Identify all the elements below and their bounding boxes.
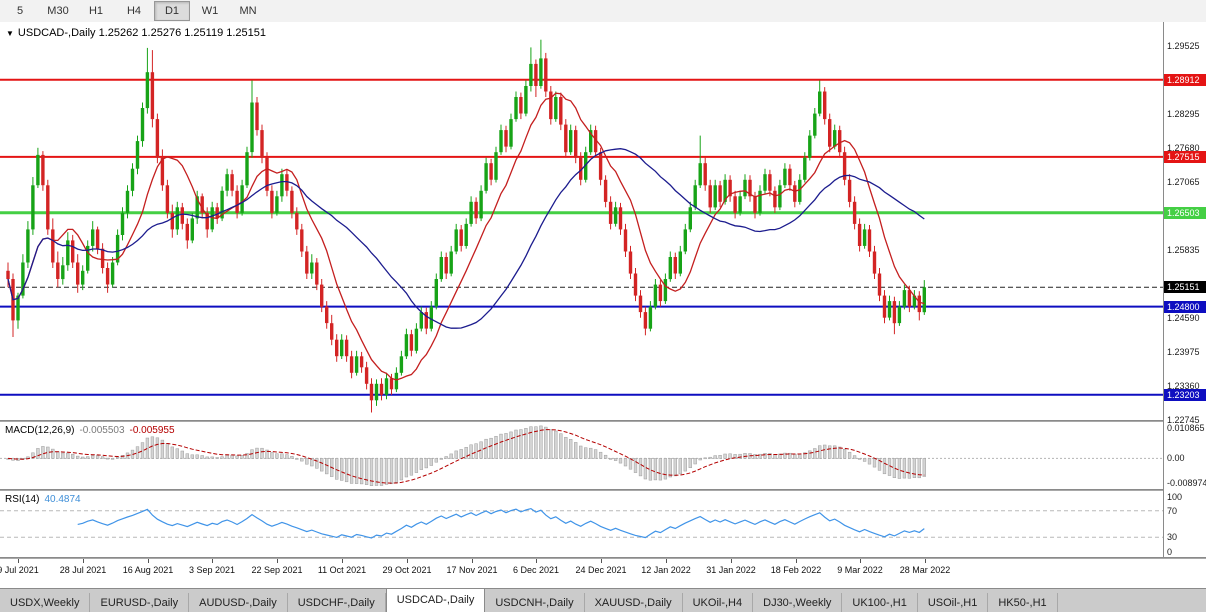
level-price-badge: 1.24800 xyxy=(1164,301,1206,313)
rsi-label: RSI(14) 40.4874 xyxy=(5,494,81,505)
rsi-name: RSI(14) xyxy=(5,494,40,505)
ohlc-values: 1.25262 1.25276 1.25119 1.25151 xyxy=(98,27,267,39)
chart-tab[interactable]: USDCAD-,Daily xyxy=(385,588,486,612)
price-tick: 1.29525 xyxy=(1167,41,1200,51)
timeframe-button-5[interactable]: 5 xyxy=(16,5,24,17)
macd-main-value: -0.005503 xyxy=(79,425,125,436)
timeframe-toolbar: 5 M30 H1 H4 D1 W1 MN xyxy=(0,0,1206,23)
timeframe-button-m30[interactable]: M30 xyxy=(47,5,69,17)
timeframe-button-d1[interactable]: D1 xyxy=(154,1,190,21)
date-label: 22 Sep 2021 xyxy=(251,565,303,575)
panel-separator[interactable] xyxy=(0,489,1206,492)
date-label: 9 Mar 2022 xyxy=(837,565,883,575)
timeframe-button-w1[interactable]: W1 xyxy=(201,5,219,17)
level-price-badge: 1.23203 xyxy=(1164,389,1206,401)
macd-name: MACD(12,26,9) xyxy=(5,425,75,436)
macd-label: MACD(12,26,9) -0.005503 -0.005955 xyxy=(5,425,175,436)
date-tick-mark xyxy=(796,559,797,563)
chart-tab[interactable]: USDCNH-,Daily xyxy=(485,593,585,612)
date-tick-mark xyxy=(601,559,602,563)
level-price-badge: 1.27515 xyxy=(1164,151,1206,163)
level-price-badge: 1.26503 xyxy=(1164,207,1206,219)
date-tick-mark xyxy=(860,559,861,563)
date-tick-mark xyxy=(342,559,343,563)
chart-tab[interactable]: XAUUSD-,Daily xyxy=(584,593,683,612)
chart-marker-icon: ▼ xyxy=(6,29,14,38)
chart-tab[interactable]: HK50-,H1 xyxy=(988,593,1058,612)
date-tick-mark xyxy=(407,559,408,563)
chart-tab[interactable]: EURUSD-,Daily xyxy=(90,593,190,612)
date-tick-mark xyxy=(18,559,19,563)
date-label: 3 Sep 2021 xyxy=(188,565,236,575)
panel-separator xyxy=(0,557,1206,560)
chart-tab-bar: USDX,Weekly EURUSD-,Daily AUDUSD-,Daily USD… xyxy=(0,588,1206,612)
symbol-label: USDCAD-,Daily xyxy=(17,27,96,39)
date-label: 31 Jan 2022 xyxy=(706,565,756,575)
panel-separator[interactable] xyxy=(0,420,1206,423)
price-tick: 1.25835 xyxy=(1167,245,1200,255)
rsi-axis-tick: 30 xyxy=(1167,532,1178,542)
date-label: 11 Oct 2021 xyxy=(317,565,367,575)
date-tick-mark xyxy=(472,559,473,563)
chart-tab[interactable]: UK100-,H1 xyxy=(842,593,918,612)
symbol-info: ▼ USDCAD-,Daily 1.25262 1.25276 1.25119 1… xyxy=(6,27,266,39)
chart-tab[interactable]: DJ30-,Weekly xyxy=(753,593,843,612)
date-tick-mark xyxy=(83,559,84,563)
date-label: 9 Jul 2021 xyxy=(0,565,39,575)
price-axis[interactable]: 1.295251.282951.276801.270651.264501.258… xyxy=(1163,22,1206,557)
date-label: 28 Mar 2022 xyxy=(899,565,951,575)
rsi-axis-tick: 0 xyxy=(1167,547,1173,557)
date-label: 6 Dec 2021 xyxy=(512,565,560,575)
timeframe-button-mn[interactable]: MN xyxy=(239,5,257,17)
timeframe-button-h1[interactable]: H1 xyxy=(88,5,104,17)
chart-tab[interactable]: USDCHF-,Daily xyxy=(287,593,386,612)
timeframe-button-h4[interactable]: H4 xyxy=(126,5,142,17)
date-tick-mark xyxy=(731,559,732,563)
chart-tab[interactable]: AUDUSD-,Daily xyxy=(189,593,288,612)
chart-tab[interactable]: UKOil-,H4 xyxy=(682,593,754,612)
macd-indicator-panel[interactable] xyxy=(0,422,1163,489)
date-tick-mark xyxy=(536,559,537,563)
date-label: 28 Jul 2021 xyxy=(59,565,107,575)
date-tick-mark xyxy=(925,559,926,563)
date-tick-mark xyxy=(277,559,278,563)
macd-axis-tick: 0.00 xyxy=(1167,453,1185,463)
date-tick-mark xyxy=(212,559,213,563)
date-axis[interactable]: 9 Jul 2021 28 Jul 2021 16 Aug 2021 3 Sep 20… xyxy=(0,559,1206,588)
current-price-badge: 1.25151 xyxy=(1164,281,1206,293)
price-tick: 1.28295 xyxy=(1167,109,1200,119)
rsi-axis-tick: 70 xyxy=(1167,506,1178,516)
price-tick: 1.23975 xyxy=(1167,347,1200,357)
price-tick: 1.22745 xyxy=(1167,415,1200,425)
main-price-chart[interactable] xyxy=(0,22,1163,420)
macd-axis-tick: 0.010865 xyxy=(1167,423,1205,433)
level-price-badge: 1.28912 xyxy=(1164,74,1206,86)
date-label: 16 Aug 2021 xyxy=(122,565,174,575)
price-tick: 1.23360 xyxy=(1167,381,1200,391)
date-label: 18 Feb 2022 xyxy=(770,565,822,575)
date-tick-mark xyxy=(666,559,667,563)
date-tick-mark xyxy=(148,559,149,563)
chart-tab[interactable]: USOil-,H1 xyxy=(917,593,989,612)
date-label: 24 Dec 2021 xyxy=(575,565,627,575)
date-label: 29 Oct 2021 xyxy=(382,565,432,575)
rsi-indicator-panel[interactable] xyxy=(0,491,1163,557)
chart-tab[interactable]: USDX,Weekly xyxy=(0,593,91,612)
date-label: 17 Nov 2021 xyxy=(446,565,498,575)
price-tick: 1.27065 xyxy=(1167,177,1200,187)
price-tick: 1.27680 xyxy=(1167,143,1200,153)
date-label: 12 Jan 2022 xyxy=(641,565,691,575)
rsi-value: 40.4874 xyxy=(44,494,81,505)
macd-signal-value: -0.005955 xyxy=(129,425,175,436)
price-tick: 1.24590 xyxy=(1167,313,1200,323)
macd-axis-tick: -0.008974 xyxy=(1167,478,1206,488)
rsi-axis-tick: 100 xyxy=(1167,492,1183,502)
